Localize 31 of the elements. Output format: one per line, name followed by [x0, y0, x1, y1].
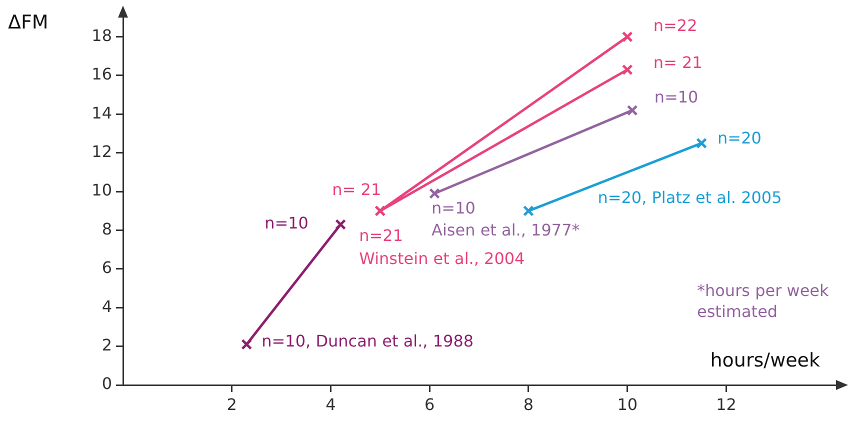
annotation: Winstein et al., 2004: [359, 249, 525, 268]
x-tick-label: 12: [716, 394, 736, 414]
x-tick-label: 10: [617, 394, 638, 414]
y-axis-title: ΔFM: [8, 11, 48, 34]
annotation: n=10: [432, 198, 476, 218]
y-tick-label: 4: [102, 296, 112, 316]
y-tick-label: 10: [92, 180, 112, 200]
annotation: *hours per week estimated: [697, 281, 830, 322]
y-tick-label: 8: [102, 219, 112, 238]
y-tick-label: 2: [102, 335, 112, 354]
x-axis-title: hours/week: [710, 349, 820, 372]
annotation: n=20, Platz et al. 2005: [598, 188, 782, 207]
annotation: n= 21: [653, 52, 702, 72]
annotation: n=21: [359, 226, 404, 246]
annotation: n=10, Duncan et al., 1988: [262, 332, 474, 351]
x-tick-label: 6: [424, 394, 435, 414]
y-tick-label: 14: [92, 103, 112, 122]
y-tick-label: 16: [92, 64, 112, 84]
y-tick-label: 6: [102, 258, 112, 278]
x-tick-label: 2: [226, 394, 237, 414]
annotation: n=22: [653, 16, 698, 35]
x-tick-label: 4: [326, 394, 336, 414]
annotation: n=20: [718, 128, 762, 148]
annotation: n=10: [264, 214, 308, 233]
y-tick-label: 0: [102, 374, 112, 394]
annotation: Aisen et al., 1977*: [432, 220, 580, 240]
y-tick-label: 18: [92, 26, 112, 45]
x-tick-label: 8: [523, 394, 534, 414]
y-tick-label: 12: [92, 142, 112, 162]
annotation: n=10: [654, 87, 698, 106]
annotation: n= 21: [332, 180, 382, 200]
